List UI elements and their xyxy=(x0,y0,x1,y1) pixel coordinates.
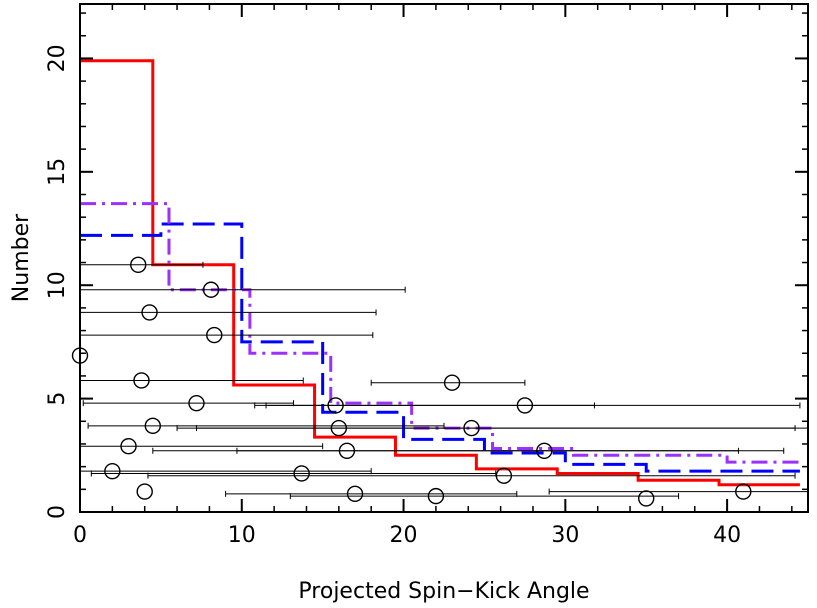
data-point xyxy=(463,419,480,437)
data-point xyxy=(536,442,553,459)
data-point xyxy=(443,374,461,391)
data-point xyxy=(104,462,121,480)
tick-group: 0 10 20 30 40 0 5 10 15 20 xyxy=(45,4,808,548)
data-point xyxy=(346,485,364,503)
data-point xyxy=(638,490,655,507)
x-tick-label: 40 xyxy=(713,523,741,548)
y-tick-label: 10 xyxy=(45,271,70,299)
data-point xyxy=(202,281,220,298)
data-point xyxy=(338,442,356,459)
error-bar-group xyxy=(79,261,809,500)
step-series-group xyxy=(80,59,800,487)
data-point xyxy=(427,487,445,505)
x-tick-label: 30 xyxy=(551,523,579,548)
data-point xyxy=(141,304,158,321)
data-point-group xyxy=(71,256,752,507)
data-point xyxy=(735,483,752,500)
data-point xyxy=(136,483,153,500)
data-point xyxy=(130,256,147,274)
x-tick-label: 20 xyxy=(390,523,418,548)
y-tick-label: 15 xyxy=(45,158,70,186)
y-axis-label: Number xyxy=(9,213,34,302)
data-point xyxy=(144,417,162,435)
data-point xyxy=(133,372,150,389)
data-point xyxy=(120,438,137,455)
data-point xyxy=(495,467,513,484)
y-tick-label: 5 xyxy=(45,392,70,406)
y-tick-label: 0 xyxy=(45,505,70,519)
step-series-2-dashed xyxy=(80,222,800,473)
plot-frame xyxy=(79,3,809,513)
data-point xyxy=(327,397,344,414)
step-series-3-dash-dot xyxy=(80,202,800,464)
x-tick-label: 0 xyxy=(73,523,87,548)
x-tick-label: 10 xyxy=(228,523,256,548)
data-point xyxy=(330,419,348,437)
data-point xyxy=(516,397,534,414)
data-point xyxy=(206,326,223,344)
data-point xyxy=(188,394,205,412)
step-series-1-solid xyxy=(80,59,800,487)
data-point xyxy=(293,465,310,482)
y-tick-label: 20 xyxy=(45,44,70,72)
x-axis-label: Projected Spin−Kick Angle xyxy=(298,579,589,604)
